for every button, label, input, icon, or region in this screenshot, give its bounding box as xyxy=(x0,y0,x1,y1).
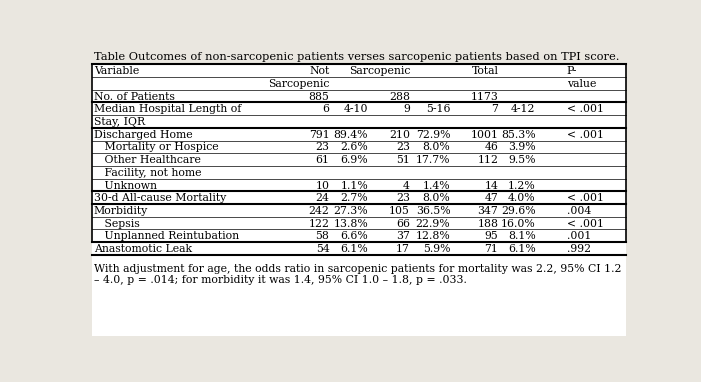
Text: 210: 210 xyxy=(389,130,410,140)
Text: 3.9%: 3.9% xyxy=(508,142,536,152)
Text: 30-d All-cause Mortality: 30-d All-cause Mortality xyxy=(94,193,226,203)
Text: 51: 51 xyxy=(396,155,410,165)
Text: 105: 105 xyxy=(389,206,410,216)
Text: 27.3%: 27.3% xyxy=(334,206,368,216)
Text: 6.1%: 6.1% xyxy=(341,244,368,254)
Text: Sarcopenic: Sarcopenic xyxy=(268,79,329,89)
Text: 54: 54 xyxy=(315,244,329,254)
Text: 5-16: 5-16 xyxy=(426,104,450,114)
Text: 13.8%: 13.8% xyxy=(334,219,368,229)
Text: Table Outcomes of non-sarcopenic patients verses sarcopenic patients based on TP: Table Outcomes of non-sarcopenic patient… xyxy=(94,52,619,62)
Text: 14: 14 xyxy=(484,181,498,191)
Text: 9.5%: 9.5% xyxy=(508,155,536,165)
Text: 1.4%: 1.4% xyxy=(423,181,450,191)
Text: 885: 885 xyxy=(308,92,329,102)
Text: Anastomotic Leak: Anastomotic Leak xyxy=(94,244,192,254)
Text: 6.6%: 6.6% xyxy=(341,231,368,241)
Text: 22.9%: 22.9% xyxy=(416,219,450,229)
Text: Sarcopenic: Sarcopenic xyxy=(348,66,410,76)
Text: 89.4%: 89.4% xyxy=(334,130,368,140)
Text: 2.7%: 2.7% xyxy=(341,193,368,203)
Text: 85.3%: 85.3% xyxy=(501,130,536,140)
Text: 1001: 1001 xyxy=(470,130,498,140)
Text: 347: 347 xyxy=(477,206,498,216)
Text: < .001: < .001 xyxy=(566,130,604,140)
Text: 6.1%: 6.1% xyxy=(508,244,536,254)
Text: 8.1%: 8.1% xyxy=(508,231,536,241)
Text: 242: 242 xyxy=(308,206,329,216)
Text: 188: 188 xyxy=(477,219,498,229)
Text: 791: 791 xyxy=(308,130,329,140)
Text: .992: .992 xyxy=(566,244,591,254)
Text: 1.1%: 1.1% xyxy=(341,181,368,191)
Text: 72.9%: 72.9% xyxy=(416,130,450,140)
Text: 288: 288 xyxy=(389,92,410,102)
Text: 61: 61 xyxy=(315,155,329,165)
Text: Not: Not xyxy=(309,66,329,76)
Text: Facility, not home: Facility, not home xyxy=(94,168,201,178)
Text: 112: 112 xyxy=(477,155,498,165)
Text: value: value xyxy=(566,79,596,89)
Text: 1173: 1173 xyxy=(470,92,498,102)
Text: – 4.0, p = .014; for morbidity it was 1.4, 95% CI 1.0 – 1.8, p = .033.: – 4.0, p = .014; for morbidity it was 1.… xyxy=(94,275,467,285)
Text: 46: 46 xyxy=(484,142,498,152)
Text: 4-10: 4-10 xyxy=(343,104,368,114)
Text: Mortality or Hospice: Mortality or Hospice xyxy=(94,142,219,152)
Text: 58: 58 xyxy=(315,231,329,241)
Text: 8.0%: 8.0% xyxy=(423,193,450,203)
Text: 4.0%: 4.0% xyxy=(508,193,536,203)
Text: Stay, IQR: Stay, IQR xyxy=(94,117,145,127)
Text: 122: 122 xyxy=(308,219,329,229)
Text: 47: 47 xyxy=(484,193,498,203)
Text: 71: 71 xyxy=(484,244,498,254)
Text: 12.8%: 12.8% xyxy=(416,231,450,241)
Text: 6.9%: 6.9% xyxy=(341,155,368,165)
Text: Median Hospital Length of: Median Hospital Length of xyxy=(94,104,241,114)
Text: 16.0%: 16.0% xyxy=(501,219,536,229)
Text: 2.6%: 2.6% xyxy=(341,142,368,152)
Text: Sepsis: Sepsis xyxy=(94,219,139,229)
Text: 66: 66 xyxy=(396,219,410,229)
Text: 1.2%: 1.2% xyxy=(508,181,536,191)
Text: 23: 23 xyxy=(396,142,410,152)
Text: P-: P- xyxy=(566,66,577,76)
Text: 23: 23 xyxy=(396,193,410,203)
Text: No. of Patients: No. of Patients xyxy=(94,92,175,102)
Text: Total: Total xyxy=(471,66,498,76)
Text: Morbidity: Morbidity xyxy=(94,206,148,216)
Text: 29.6%: 29.6% xyxy=(501,206,536,216)
Text: 23: 23 xyxy=(315,142,329,152)
Text: 4-12: 4-12 xyxy=(511,104,536,114)
Text: 8.0%: 8.0% xyxy=(423,142,450,152)
Text: 10: 10 xyxy=(315,181,329,191)
Text: 24: 24 xyxy=(315,193,329,203)
Text: Discharged Home: Discharged Home xyxy=(94,130,193,140)
Text: 4: 4 xyxy=(403,181,410,191)
Text: Unknown: Unknown xyxy=(94,181,157,191)
Text: With adjustment for age, the odds ratio in sarcopenic patients for mortality was: With adjustment for age, the odds ratio … xyxy=(94,264,621,274)
Text: 36.5%: 36.5% xyxy=(416,206,450,216)
Text: 9: 9 xyxy=(403,104,410,114)
Text: Variable: Variable xyxy=(94,66,139,76)
Text: < .001: < .001 xyxy=(566,193,604,203)
Text: 5.9%: 5.9% xyxy=(423,244,450,254)
Text: < .001: < .001 xyxy=(566,219,604,229)
Text: 37: 37 xyxy=(396,231,410,241)
Text: .001: .001 xyxy=(566,231,591,241)
Text: 6: 6 xyxy=(322,104,329,114)
Text: 7: 7 xyxy=(491,104,498,114)
Text: .004: .004 xyxy=(566,206,591,216)
Text: Unplanned Reintubation: Unplanned Reintubation xyxy=(94,231,239,241)
Text: 95: 95 xyxy=(484,231,498,241)
Text: 17: 17 xyxy=(396,244,410,254)
Text: < .001: < .001 xyxy=(566,104,604,114)
Text: Other Healthcare: Other Healthcare xyxy=(94,155,200,165)
Text: 17.7%: 17.7% xyxy=(416,155,450,165)
